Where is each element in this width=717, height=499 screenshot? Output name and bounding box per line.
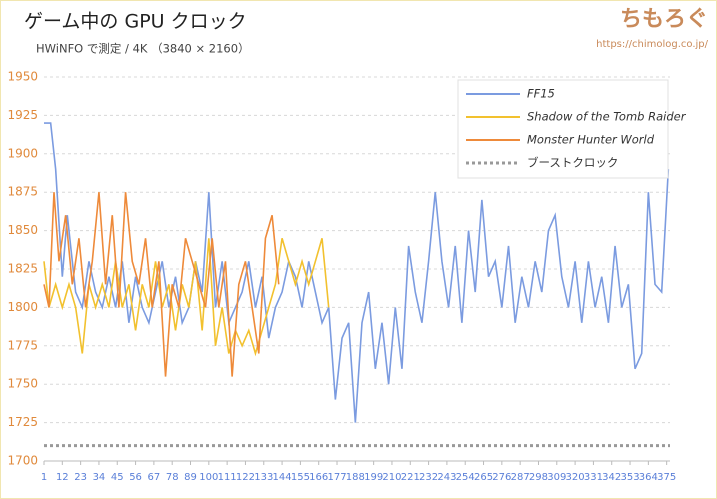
x-tick-label: 232	[419, 472, 438, 483]
y-tick-label: 1750	[7, 377, 38, 391]
chart-subtitle: HWiNFO で測定 / 4K （3840 × 2160）	[36, 42, 250, 56]
x-tick-label: 89	[184, 472, 197, 483]
x-tick-label: 144	[273, 472, 292, 483]
x-tick-label: 353	[620, 472, 639, 483]
x-tick-label: 276	[492, 472, 511, 483]
x-tick-label: 342	[602, 472, 621, 483]
watermark-url: https://chimolog.co.jp/	[596, 39, 708, 50]
y-tick-label: 1775	[7, 338, 38, 352]
x-tick-label: 34	[93, 472, 106, 483]
y-tick-label: 1800	[7, 300, 38, 314]
legend-label: ブーストクロック	[527, 156, 618, 170]
x-tick-label: 122	[236, 472, 255, 483]
x-tick-label: 331	[584, 472, 603, 483]
x-tick-label: 1	[41, 472, 47, 483]
y-tick-label: 1725	[7, 415, 38, 429]
x-tick-label: 45	[111, 472, 124, 483]
x-tick-label: 298	[529, 472, 548, 483]
y-tick-label: 1875	[7, 185, 38, 199]
x-tick-label: 320	[566, 472, 585, 483]
legend-label: Shadow of the Tomb Raider	[527, 110, 687, 124]
y-tick-label: 1700	[7, 454, 38, 468]
x-tick-label: 309	[547, 472, 566, 483]
x-tick-label: 199	[364, 472, 383, 483]
x-tick-label: 100	[199, 472, 218, 483]
series-line	[44, 122, 670, 423]
x-tick-label: 375	[657, 472, 676, 483]
x-tick-label: 111	[218, 472, 237, 483]
x-tick-label: 166	[309, 472, 328, 483]
series-line	[43, 238, 330, 357]
x-tick-label: 254	[456, 472, 475, 483]
x-tick-label: 210	[382, 472, 401, 483]
x-tick-label: 133	[254, 472, 273, 483]
series-line	[43, 192, 280, 377]
x-tick-label: 221	[401, 472, 420, 483]
legend-label: FF15	[527, 87, 555, 101]
x-tick-label: 78	[166, 472, 179, 483]
x-tick-label: 188	[346, 472, 365, 483]
y-tick-label: 1925	[7, 108, 38, 122]
y-tick-label: 1900	[7, 146, 38, 160]
y-tick-label: 1850	[7, 223, 38, 237]
y-tick-label: 1825	[7, 262, 38, 276]
x-tick-label: 265	[474, 472, 493, 483]
legend-label: Monster Hunter World	[527, 133, 655, 147]
x-tick-label: 155	[291, 472, 310, 483]
x-tick-label: 23	[74, 472, 87, 483]
x-tick-label: 177	[327, 472, 346, 483]
watermark: ちもろぐ	[620, 7, 708, 32]
x-tick-label: 56	[129, 472, 142, 483]
x-tick-label: 12	[56, 472, 69, 483]
y-tick-label: 1950	[7, 70, 38, 84]
chart-title: ゲーム中の GPU クロック	[24, 11, 247, 33]
x-tick-label: 67	[148, 472, 161, 483]
x-tick-label: 243	[437, 472, 456, 483]
x-tick-label: 287	[511, 472, 530, 483]
x-tick-label: 364	[639, 472, 658, 483]
